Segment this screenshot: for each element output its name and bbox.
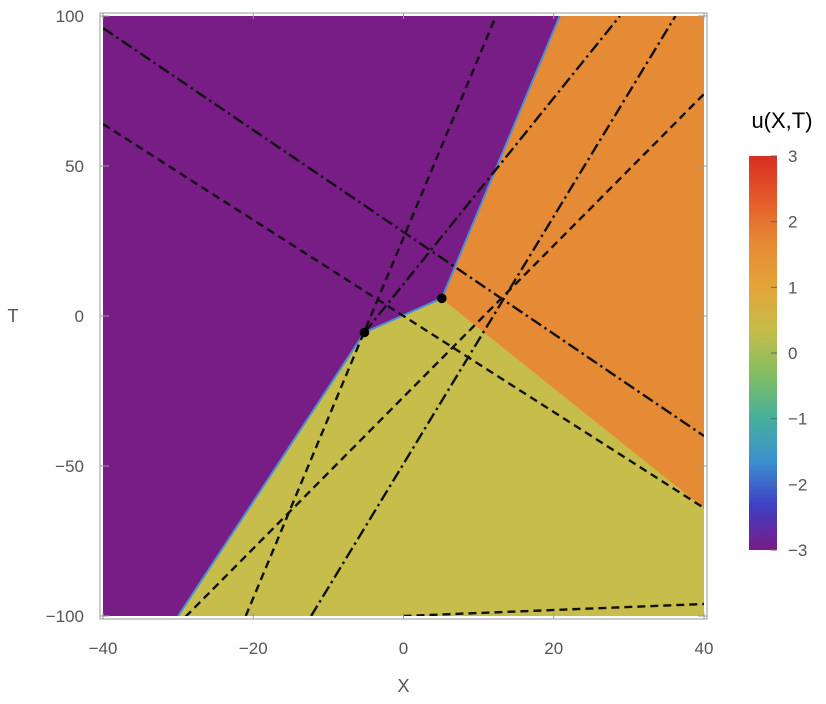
x-tick-label: 0	[399, 639, 408, 658]
colorbar-title: u(X,T)	[751, 108, 812, 133]
intersection-point-2	[437, 293, 447, 304]
y-axis: −100 −50 0 50 100	[46, 7, 707, 626]
dashdot-line-5	[103, 27, 704, 437]
dashed-line-1	[103, 122, 704, 510]
x-tick-label: 40	[695, 639, 714, 658]
x-tick-label: 20	[544, 639, 563, 658]
region-layer	[103, 16, 704, 616]
y-tick-label: −100	[46, 607, 84, 626]
dashed-line-3	[244, 16, 498, 616]
colorbar-tick-label: 1	[788, 278, 797, 297]
intersection-points	[359, 293, 447, 338]
y-tick-label: 0	[75, 307, 84, 326]
x-tick-label: −40	[89, 639, 118, 658]
colorbar-tick-label: 2	[788, 213, 797, 232]
colorbar-tick-label: 3	[788, 147, 797, 166]
colorbar-tick-label: −2	[788, 475, 807, 494]
colorbar-tick-label: 0	[788, 344, 797, 363]
x-tick-label: −20	[239, 639, 268, 658]
y-axis-label: T	[8, 306, 19, 326]
characteristic-lines	[103, 16, 704, 616]
dashed-line-4	[403, 602, 704, 616]
dashdot-line-7	[363, 16, 621, 334]
y-tick-label: −50	[55, 457, 84, 476]
y-tick-label: 100	[56, 7, 84, 26]
dashdot-line-6	[310, 16, 677, 616]
colorbar-tick-label: −3	[788, 541, 807, 560]
colorbar-legend: u(X,T) 3 2 1 0 −1 −2 −3	[749, 108, 813, 560]
x-axis-label: X	[397, 676, 409, 696]
colorbar-ticks: 3 2 1 0 −1 −2 −3	[771, 147, 807, 560]
intersection-point-1	[359, 327, 370, 338]
colorbar-tick-label: −1	[788, 410, 807, 429]
x-axis: −40 −20 0 20 40	[89, 13, 714, 658]
y-tick-label: 50	[65, 157, 84, 176]
